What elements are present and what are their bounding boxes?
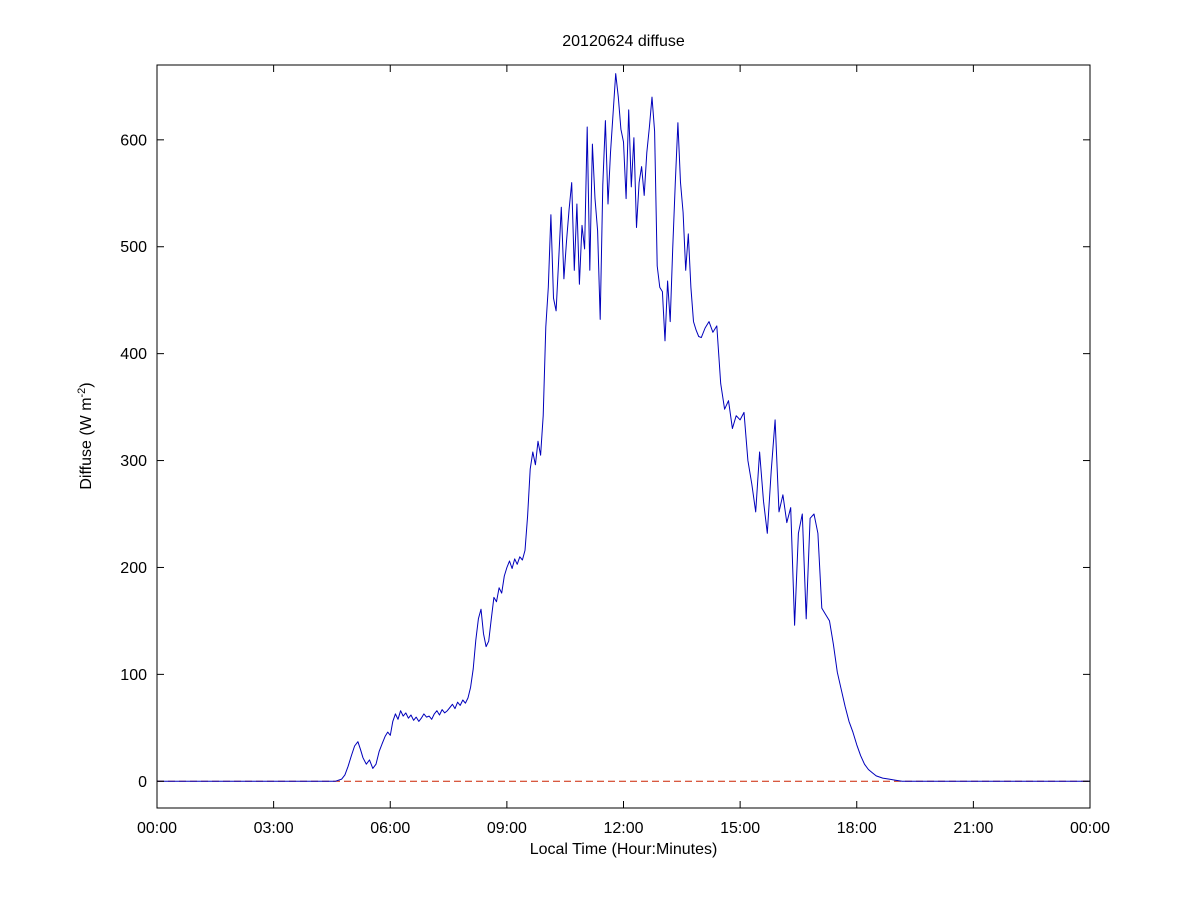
y-tick-label: 500: [120, 239, 147, 256]
y-axis-label-superscript: -2: [75, 387, 88, 398]
x-axis-label: Local Time (Hour:Minutes): [529, 841, 718, 858]
x-tick-label: 00:00: [1070, 820, 1110, 837]
y-axis-label-text: Diffuse (W m: [78, 397, 96, 490]
y-axis-label: Diffuse (W m-2): [76, 382, 96, 489]
y-tick-label: 100: [120, 667, 147, 684]
x-tick-label: 03:00: [254, 820, 294, 837]
y-tick-label: 200: [120, 560, 147, 577]
y-tick-label: 600: [120, 132, 147, 149]
x-tick-label: 12:00: [603, 820, 643, 837]
x-tick-label: 06:00: [370, 820, 410, 837]
y-axis-label-close: ): [78, 382, 96, 388]
y-tick-label: 0: [138, 774, 147, 791]
x-tick-label: 15:00: [720, 820, 760, 837]
x-tick-label: 21:00: [953, 820, 993, 837]
x-tick-label: 18:00: [837, 820, 877, 837]
y-tick-label: 300: [120, 453, 147, 470]
chart-title: 20120624 diffuse: [562, 33, 685, 50]
x-tick-label: 09:00: [487, 820, 527, 837]
axes-box: [156, 64, 1091, 809]
diffuse-line: [156, 73, 1091, 782]
x-tick-label: 00:00: [137, 820, 177, 837]
y-tick-label: 400: [120, 346, 147, 363]
